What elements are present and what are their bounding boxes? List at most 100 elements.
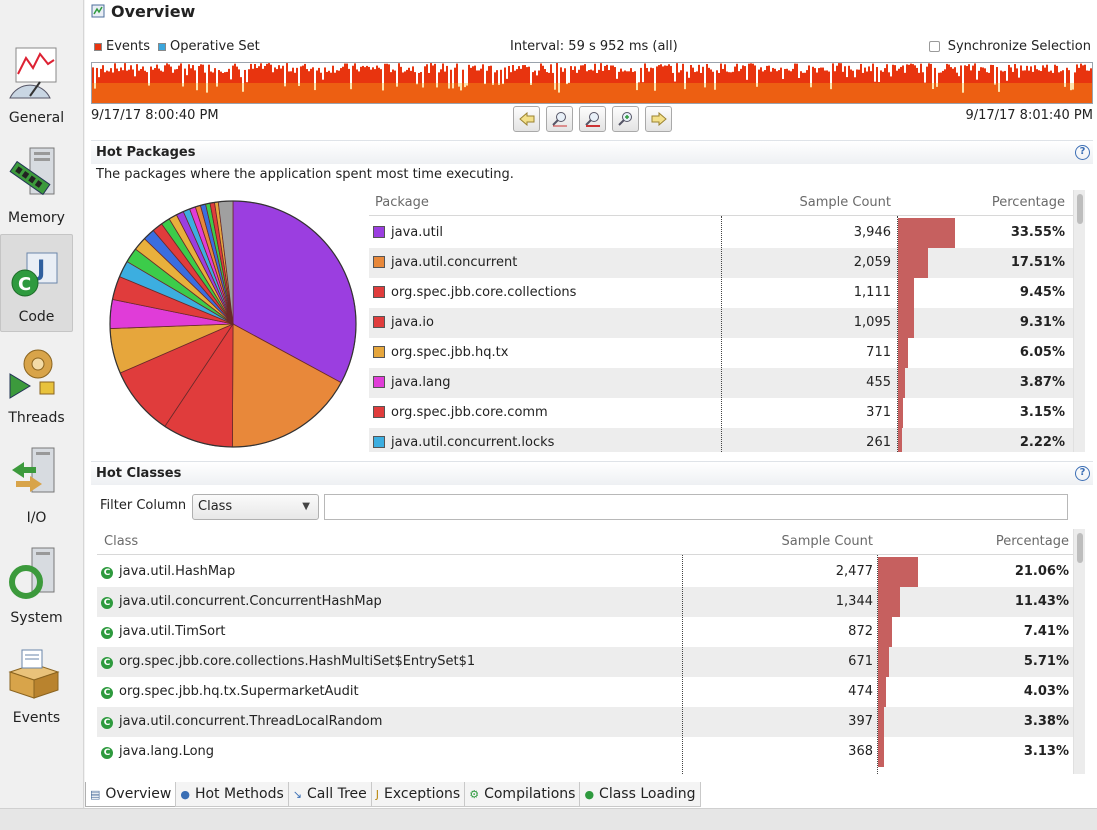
zoom-selection-button[interactable]	[546, 106, 573, 132]
zoom-all-icon	[584, 112, 600, 127]
col-package[interactable]: Package	[369, 190, 721, 216]
event-bar	[102, 65, 104, 103]
event-bar	[110, 68, 112, 103]
tab-hot-methods[interactable]: ● Hot Methods	[175, 782, 289, 807]
event-bar	[738, 71, 740, 103]
table-row[interactable]: org.spec.jbb.core.comm 371 3.15%	[369, 398, 1073, 428]
event-bar	[776, 71, 778, 103]
tab-label: Hot Methods	[194, 786, 284, 802]
col-sample-count[interactable]: Sample Count	[721, 190, 897, 216]
overview-icon	[91, 4, 105, 18]
event-bar	[708, 67, 710, 103]
event-bar	[264, 65, 266, 103]
events-icon	[8, 649, 60, 699]
scroll-right-button[interactable]	[645, 106, 672, 132]
event-bar	[98, 77, 100, 103]
nav-code[interactable]: J C Code	[0, 234, 73, 332]
table-row[interactable]: org.spec.jbb.hq.tx 711 6.05%	[369, 338, 1073, 368]
event-bar	[220, 71, 222, 103]
table-row[interactable]: org.spec.jbb.core.collections 1,111 9.45%	[369, 278, 1073, 308]
filter-column-select[interactable]: Class ▼	[192, 494, 319, 520]
col-percentage[interactable]: Percentage	[877, 529, 1073, 555]
event-bar	[674, 81, 676, 103]
nav-events[interactable]: Events	[0, 636, 73, 734]
tab-overview[interactable]: ▤ Overview	[85, 782, 177, 807]
event-bar	[258, 66, 260, 103]
event-bar	[108, 71, 110, 103]
event-bar	[168, 64, 170, 103]
zoom-in-button[interactable]	[612, 106, 639, 132]
event-bar	[186, 75, 188, 103]
scroll-left-button[interactable]	[513, 106, 540, 132]
event-bar	[490, 65, 492, 103]
synchronize-selection[interactable]: Synchronize Selection	[928, 39, 1091, 54]
event-bar	[306, 69, 308, 103]
percentage-value: 3.13%	[1023, 744, 1069, 759]
event-bar	[386, 63, 388, 103]
nav-general[interactable]: General	[0, 36, 73, 134]
event-bar	[286, 63, 288, 103]
event-bar	[830, 89, 832, 103]
event-bar	[236, 66, 238, 103]
col-class[interactable]: Class	[97, 529, 682, 555]
event-bar	[344, 63, 346, 103]
tab-class-loading[interactable]: ● Class Loading	[579, 782, 701, 807]
scroll-thumb[interactable]	[1077, 533, 1083, 563]
scroll-thumb[interactable]	[1077, 194, 1083, 224]
nav-memory[interactable]: Memory	[0, 136, 73, 234]
col-sample-count[interactable]: Sample Count	[682, 529, 877, 555]
event-bar	[528, 66, 530, 103]
event-bar	[1088, 70, 1090, 103]
sync-checkbox[interactable]	[928, 41, 940, 52]
packages-scrollbar[interactable]	[1073, 190, 1085, 452]
table-row[interactable]: java.util 3,946 33.55%	[369, 218, 1073, 248]
event-bar	[1070, 90, 1072, 103]
event-bar	[224, 72, 226, 103]
event-bar	[976, 79, 978, 103]
event-bar	[998, 91, 1000, 103]
nav-threads[interactable]: Threads	[0, 336, 73, 434]
event-bar	[938, 72, 940, 103]
event-bar	[660, 64, 662, 103]
event-bar	[992, 64, 994, 103]
event-bar	[144, 70, 146, 103]
filter-input[interactable]	[324, 494, 1068, 520]
col-percentage[interactable]: Percentage	[897, 190, 1073, 216]
event-bar	[318, 67, 320, 103]
tab-call-tree[interactable]: ↘ Call Tree	[287, 782, 372, 807]
event-bar	[642, 82, 644, 103]
tab-compilations[interactable]: ⚙ Compilations	[464, 782, 581, 807]
help-icon[interactable]: ?	[1075, 145, 1090, 160]
tab-exceptions[interactable]: J Exceptions	[370, 782, 466, 807]
event-bar	[242, 91, 244, 103]
nav-io[interactable]: I/O	[0, 436, 73, 534]
event-bar	[252, 68, 254, 103]
event-bar	[968, 64, 970, 103]
event-bar	[1004, 70, 1006, 103]
classes-scrollbar[interactable]	[1073, 529, 1085, 774]
zoom-all-button[interactable]	[579, 106, 606, 132]
event-bar	[126, 70, 128, 103]
event-bar	[1006, 80, 1008, 103]
nav-system[interactable]: System	[0, 536, 73, 634]
event-bar	[400, 66, 402, 103]
timeline-chart[interactable]	[91, 62, 1093, 104]
event-bar	[1014, 64, 1016, 103]
event-bar	[652, 68, 654, 103]
event-bar	[808, 65, 810, 103]
event-bar	[512, 65, 514, 103]
hot-packages-table[interactable]: Package Sample Count Percentage java.uti…	[369, 190, 1085, 452]
event-bar	[342, 66, 344, 103]
event-bar	[1018, 77, 1020, 103]
event-bar	[1082, 65, 1084, 103]
help-icon[interactable]: ?	[1075, 466, 1090, 481]
